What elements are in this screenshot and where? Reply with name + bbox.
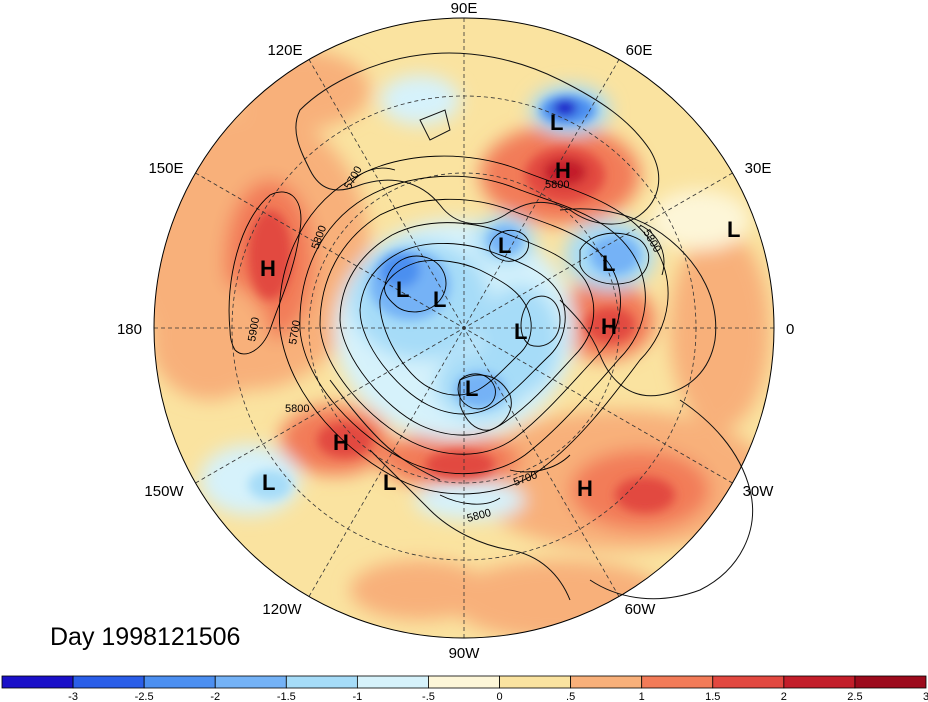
colorbar-swatch <box>356 675 429 689</box>
low-marker: L <box>396 277 409 302</box>
colorbar-swatch <box>783 675 856 689</box>
colorbar-swatch <box>428 675 500 689</box>
colorbar-tick-label: .5 <box>566 691 575 702</box>
contour-label: 5900 <box>246 316 262 342</box>
high-marker: H <box>577 476 593 501</box>
coastlines <box>295 52 754 601</box>
longitude-label: 90E <box>451 0 478 17</box>
longitude-label: 180 <box>117 321 142 338</box>
high-marker: H <box>555 158 571 183</box>
colorbar-tick-label: 0 <box>496 691 502 702</box>
day-label: Day 1998121506 <box>50 623 240 651</box>
colorbar-swatch <box>641 675 714 689</box>
low-marker: L <box>550 110 563 135</box>
low-marker: L <box>514 319 527 344</box>
colorbar-tick-label: -3 <box>68 691 78 702</box>
low-marker: L <box>433 287 446 312</box>
colorbar-tick-label: -1 <box>352 691 362 702</box>
high-marker: H <box>260 256 276 281</box>
longitude-label: 150E <box>148 160 183 177</box>
longitude-label: 60W <box>625 601 657 618</box>
colorbar-swatch <box>72 675 145 689</box>
colorbar-tick-label: -2 <box>210 691 220 702</box>
longitude-label: 30E <box>745 160 772 177</box>
longitude-label: 120W <box>262 601 302 618</box>
low-marker: L <box>465 376 478 401</box>
low-marker: L <box>602 251 615 276</box>
colorbar: -3 -2.5 -2 -1.5 -1 -.5 0 .5 1 1.5 2 2.5 3 <box>1 675 928 702</box>
longitude-label: 90W <box>449 645 481 662</box>
colorbar-tick-label: 2.5 <box>847 691 862 702</box>
colorbar-tick-label: 1.5 <box>705 691 720 702</box>
colorbar-tick-label: 3 <box>923 691 928 702</box>
contour-label: 5800 <box>545 179 569 191</box>
longitude-label: 60E <box>626 42 653 59</box>
map-boundary <box>153 17 775 639</box>
colorbar-swatch <box>285 675 358 689</box>
colorbar-tick-label: -.5 <box>422 691 435 702</box>
colorbar-tick-label: -1.5 <box>277 691 296 702</box>
colorbar-swatch <box>499 675 572 689</box>
anomaly-field <box>154 18 774 638</box>
contour-label: 5800 <box>285 403 309 415</box>
colorbar-swatch <box>143 675 216 689</box>
low-marker: L <box>498 233 511 258</box>
longitude-label: 120E <box>267 42 302 59</box>
high-marker: H <box>333 430 349 455</box>
contour-label: 5700 <box>287 319 303 345</box>
low-marker: L <box>727 217 740 242</box>
colorbar-swatch <box>712 675 785 689</box>
longitude-label: 150W <box>144 483 184 500</box>
colorbar-swatch <box>854 675 927 689</box>
height-contours <box>228 155 669 505</box>
longitude-labels: 90E 60E 30E 0 30W 60W 90W 120W 150W 180 … <box>117 0 794 662</box>
colorbar-tick-label: -2.5 <box>135 691 154 702</box>
pressure-markers: L H L H L L L L L H L H L L H <box>260 110 740 501</box>
graticule <box>154 18 774 638</box>
longitude-label: 0 <box>786 321 794 338</box>
low-marker: L <box>262 470 275 495</box>
colorbar-tick-label: 2 <box>781 691 787 702</box>
low-marker: L <box>383 470 396 495</box>
colorbar-swatch <box>1 675 74 689</box>
colorbar-tick-label: 1 <box>639 691 645 702</box>
high-marker: H <box>601 314 617 339</box>
colorbar-swatch <box>570 675 643 689</box>
colorbar-swatch <box>214 675 287 689</box>
longitude-label: 30W <box>743 483 775 500</box>
